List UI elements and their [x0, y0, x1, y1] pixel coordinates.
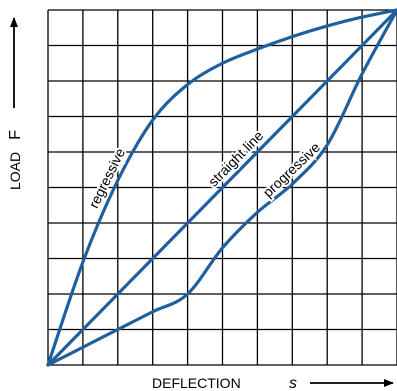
grid	[47, 9, 397, 366]
y-axis-symbol: F	[7, 130, 24, 140]
curves	[46, 8, 397, 367]
y-axis-label: LOAD F	[7, 17, 24, 190]
series-line-regressive	[46, 8, 397, 367]
x-axis-symbol: s	[289, 375, 297, 391]
x-axis-label: DEFLECTION s	[152, 375, 394, 391]
x-axis-title: DEFLECTION	[152, 375, 241, 391]
series-label-progressive: progressive	[260, 139, 324, 200]
y-axis-title: LOAD	[7, 152, 23, 190]
series-line-straight-line	[46, 8, 397, 367]
series-line-progressive	[46, 8, 397, 367]
